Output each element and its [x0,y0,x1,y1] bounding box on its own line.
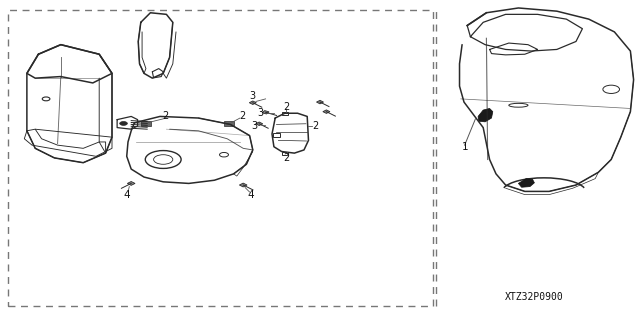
Circle shape [120,122,127,125]
Polygon shape [250,101,256,104]
Polygon shape [518,179,534,187]
Bar [282,152,288,155]
Text: 2: 2 [239,111,245,122]
Polygon shape [317,100,323,104]
Text: 2: 2 [312,121,318,131]
Text: XTZ32P0900: XTZ32P0900 [505,292,564,302]
Text: 2: 2 [283,102,289,112]
Polygon shape [256,122,263,126]
Text: 4: 4 [124,190,130,200]
Bar [8,10,433,306]
Polygon shape [262,111,269,114]
Text: 4: 4 [248,190,254,200]
Polygon shape [478,108,493,122]
Polygon shape [323,110,330,113]
Polygon shape [141,121,151,126]
Polygon shape [127,182,135,185]
Text: 2: 2 [284,153,290,163]
Polygon shape [224,121,234,126]
Bar [282,112,288,115]
Text: 3: 3 [250,91,256,101]
Text: 1: 1 [461,142,468,152]
Text: 3: 3 [251,121,257,131]
Text: 2: 2 [162,111,168,122]
Text: 3: 3 [257,108,264,118]
Polygon shape [239,183,247,187]
Bar [273,133,280,137]
